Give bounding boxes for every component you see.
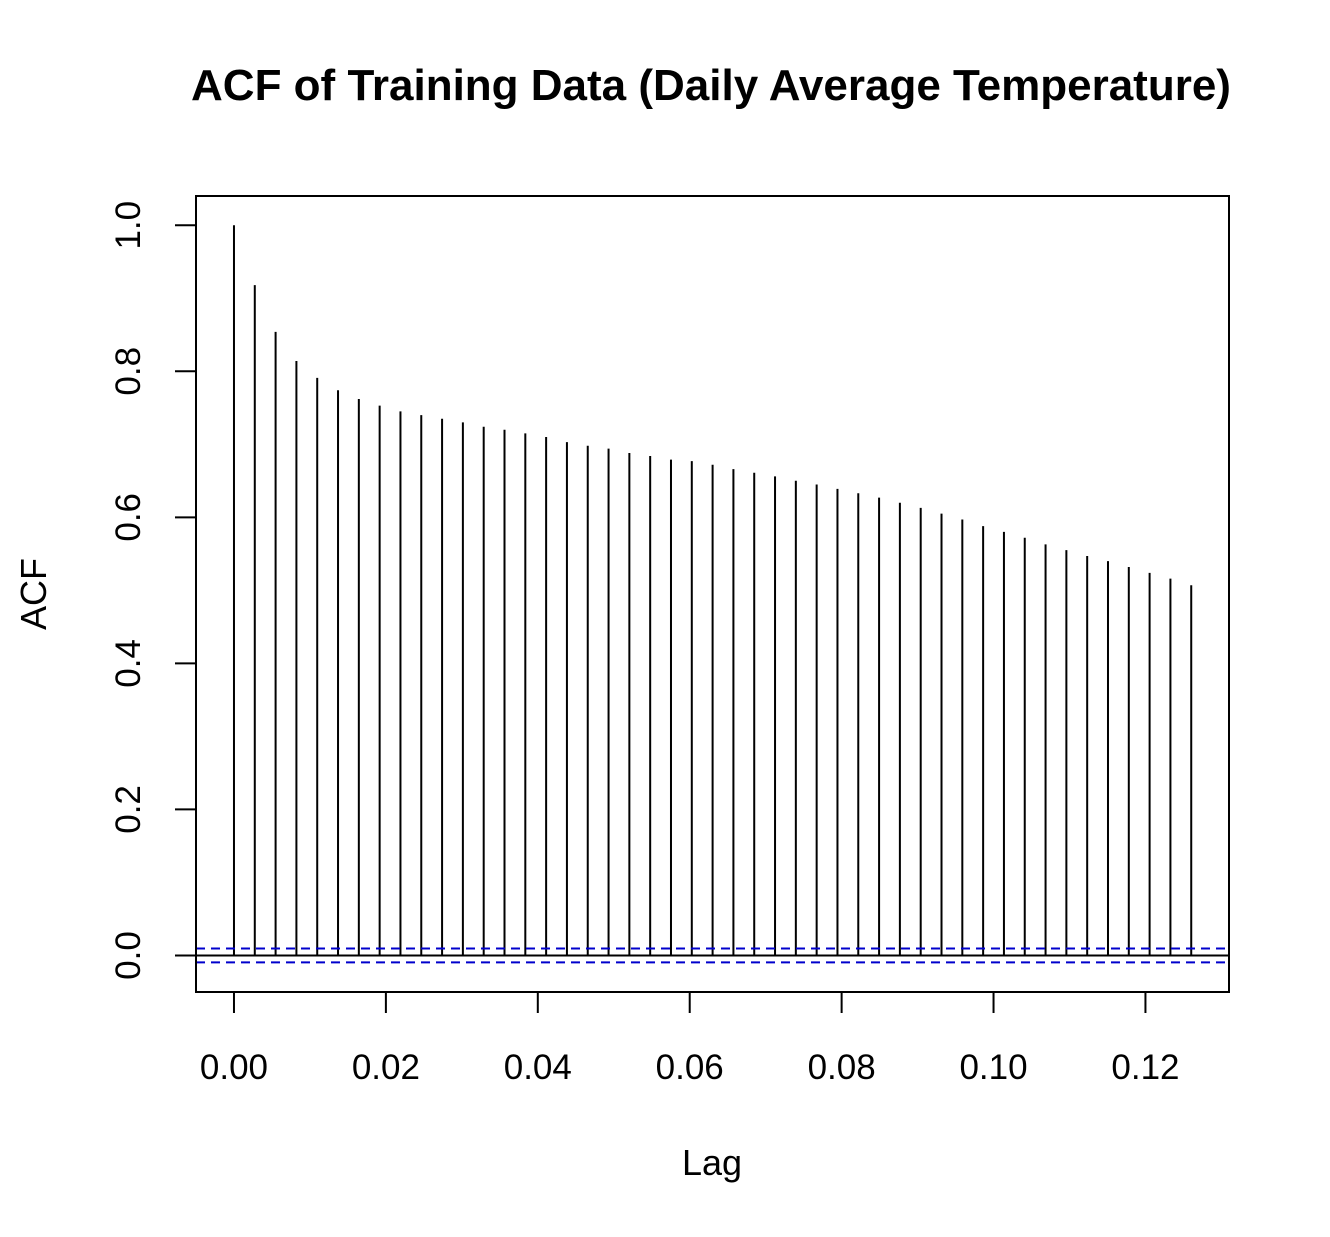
x-axis-label: Lag — [682, 1142, 742, 1183]
y-axis-label: ACF — [13, 558, 54, 630]
x-tick-label: 0.06 — [656, 1048, 724, 1087]
y-tick-label: 1.0 — [109, 201, 148, 250]
chart-title: ACF of Training Data (Daily Average Temp… — [191, 61, 1231, 110]
x-tick-label: 0.02 — [352, 1048, 420, 1087]
x-tick-label: 0.12 — [1111, 1048, 1179, 1087]
x-tick-label: 0.04 — [504, 1048, 572, 1087]
y-tick-label: 0.8 — [109, 347, 148, 396]
x-tick-label: 0.10 — [959, 1048, 1027, 1087]
y-tick-label: 0.4 — [109, 639, 148, 688]
x-tick-label: 0.00 — [200, 1048, 268, 1087]
y-tick-label: 0.6 — [109, 493, 148, 542]
x-tick-label: 0.08 — [808, 1048, 876, 1087]
y-tick-label: 0.2 — [109, 785, 148, 834]
y-axis-ticks: 0.0 0.2 0.4 0.6 0.8 1.0 — [109, 201, 197, 980]
acf-bars — [232, 225, 1193, 956]
x-axis-ticks: 0.00 0.02 0.04 0.06 0.08 0.10 0.12 — [200, 991, 1180, 1087]
y-tick-label: 0.0 — [109, 931, 148, 980]
confidence-bounds — [196, 947, 1229, 964]
plot-frame — [195, 195, 1230, 993]
